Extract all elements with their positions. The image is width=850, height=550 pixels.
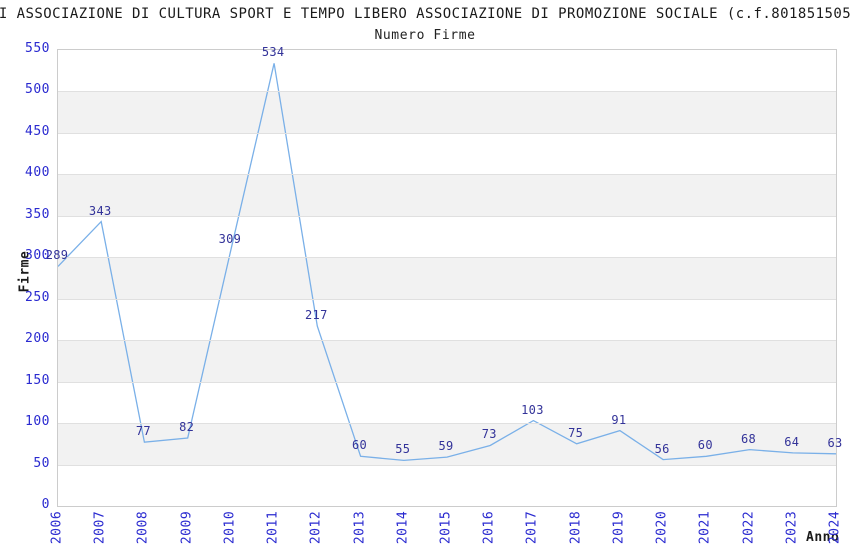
data-point-label: 75 [568,425,584,440]
x-tick-label: 2011 [265,510,281,545]
data-point-label: 103 [521,402,544,417]
y-tick-label: 550 [25,41,50,56]
line-series-svg [58,63,836,462]
plot-band [58,91,836,133]
gridline [58,298,836,300]
y-tick-label: 450 [25,123,50,139]
data-point-label: 343 [88,203,112,218]
series-line [58,63,836,462]
data-point-label: 534 [261,45,285,60]
gridline [58,464,836,466]
data-point-label: 68 [741,431,757,446]
x-tick-label: 2018 [568,510,584,545]
y-tick-label: 0 [41,497,50,512]
plot-band [58,257,836,299]
data-point-label: 63 [827,435,843,450]
y-tick-label: 50 [33,455,50,471]
x-tick-label: 2010 [222,510,238,545]
x-tick-label: 2008 [135,510,151,545]
data-point-label: 55 [395,442,411,457]
y-tick-label: 150 [25,372,50,388]
chart-title: I ASSOCIAZIONE DI CULTURA SPORT E TEMPO … [0,6,850,22]
y-tick-label: 500 [25,82,50,98]
gridline [58,132,836,134]
data-point-label: 60 [352,438,368,453]
x-tick-label: 2020 [654,510,670,545]
x-tick-label: 2024 [827,510,843,545]
data-point-label: 77 [135,424,151,439]
data-point-label: 91 [611,412,627,427]
x-axis-title: Anno [806,530,840,545]
gridline [58,215,836,217]
chart-subtitle: Numero Firme [374,28,476,43]
y-tick-label: 250 [25,289,50,305]
gridline [58,91,836,93]
x-tick-label: 2009 [179,510,195,545]
gridline [58,174,836,176]
y-tick-label: 100 [25,414,50,430]
y-tick-label: 300 [25,248,50,264]
x-tick-label: 2022 [741,510,757,545]
plot-band [58,174,836,216]
plot-band [58,340,836,382]
data-point-label: 289 [45,248,69,263]
data-point-label: 60 [697,438,713,453]
x-tick-label: 2006 [49,510,65,545]
data-point-label: 309 [218,231,242,246]
data-point-label: 59 [438,439,454,454]
x-tick-label: 2021 [697,510,713,545]
x-tick-label: 2007 [92,510,108,545]
data-point-label: 217 [305,308,328,323]
data-point-label: 64 [784,434,800,449]
gridline [58,257,836,259]
x-tick-label: 2013 [352,510,368,545]
gridline [58,340,836,342]
gridline [58,423,836,425]
y-tick-label: 200 [25,331,50,347]
gridline [58,381,836,383]
x-tick-label: 2023 [784,510,800,545]
x-tick-label: 2017 [524,510,540,545]
y-tick-label: 350 [25,206,50,222]
plot-area [57,49,837,507]
data-point-label: 73 [481,427,497,442]
y-tick-label: 400 [25,165,50,181]
x-tick-label: 2019 [611,510,627,545]
x-tick-label: 2014 [395,510,411,545]
x-tick-label: 2012 [308,510,324,545]
data-point-label: 56 [654,441,670,456]
x-tick-label: 2016 [481,510,497,545]
x-tick-label: 2015 [438,510,454,545]
data-point-label: 82 [179,420,195,434]
